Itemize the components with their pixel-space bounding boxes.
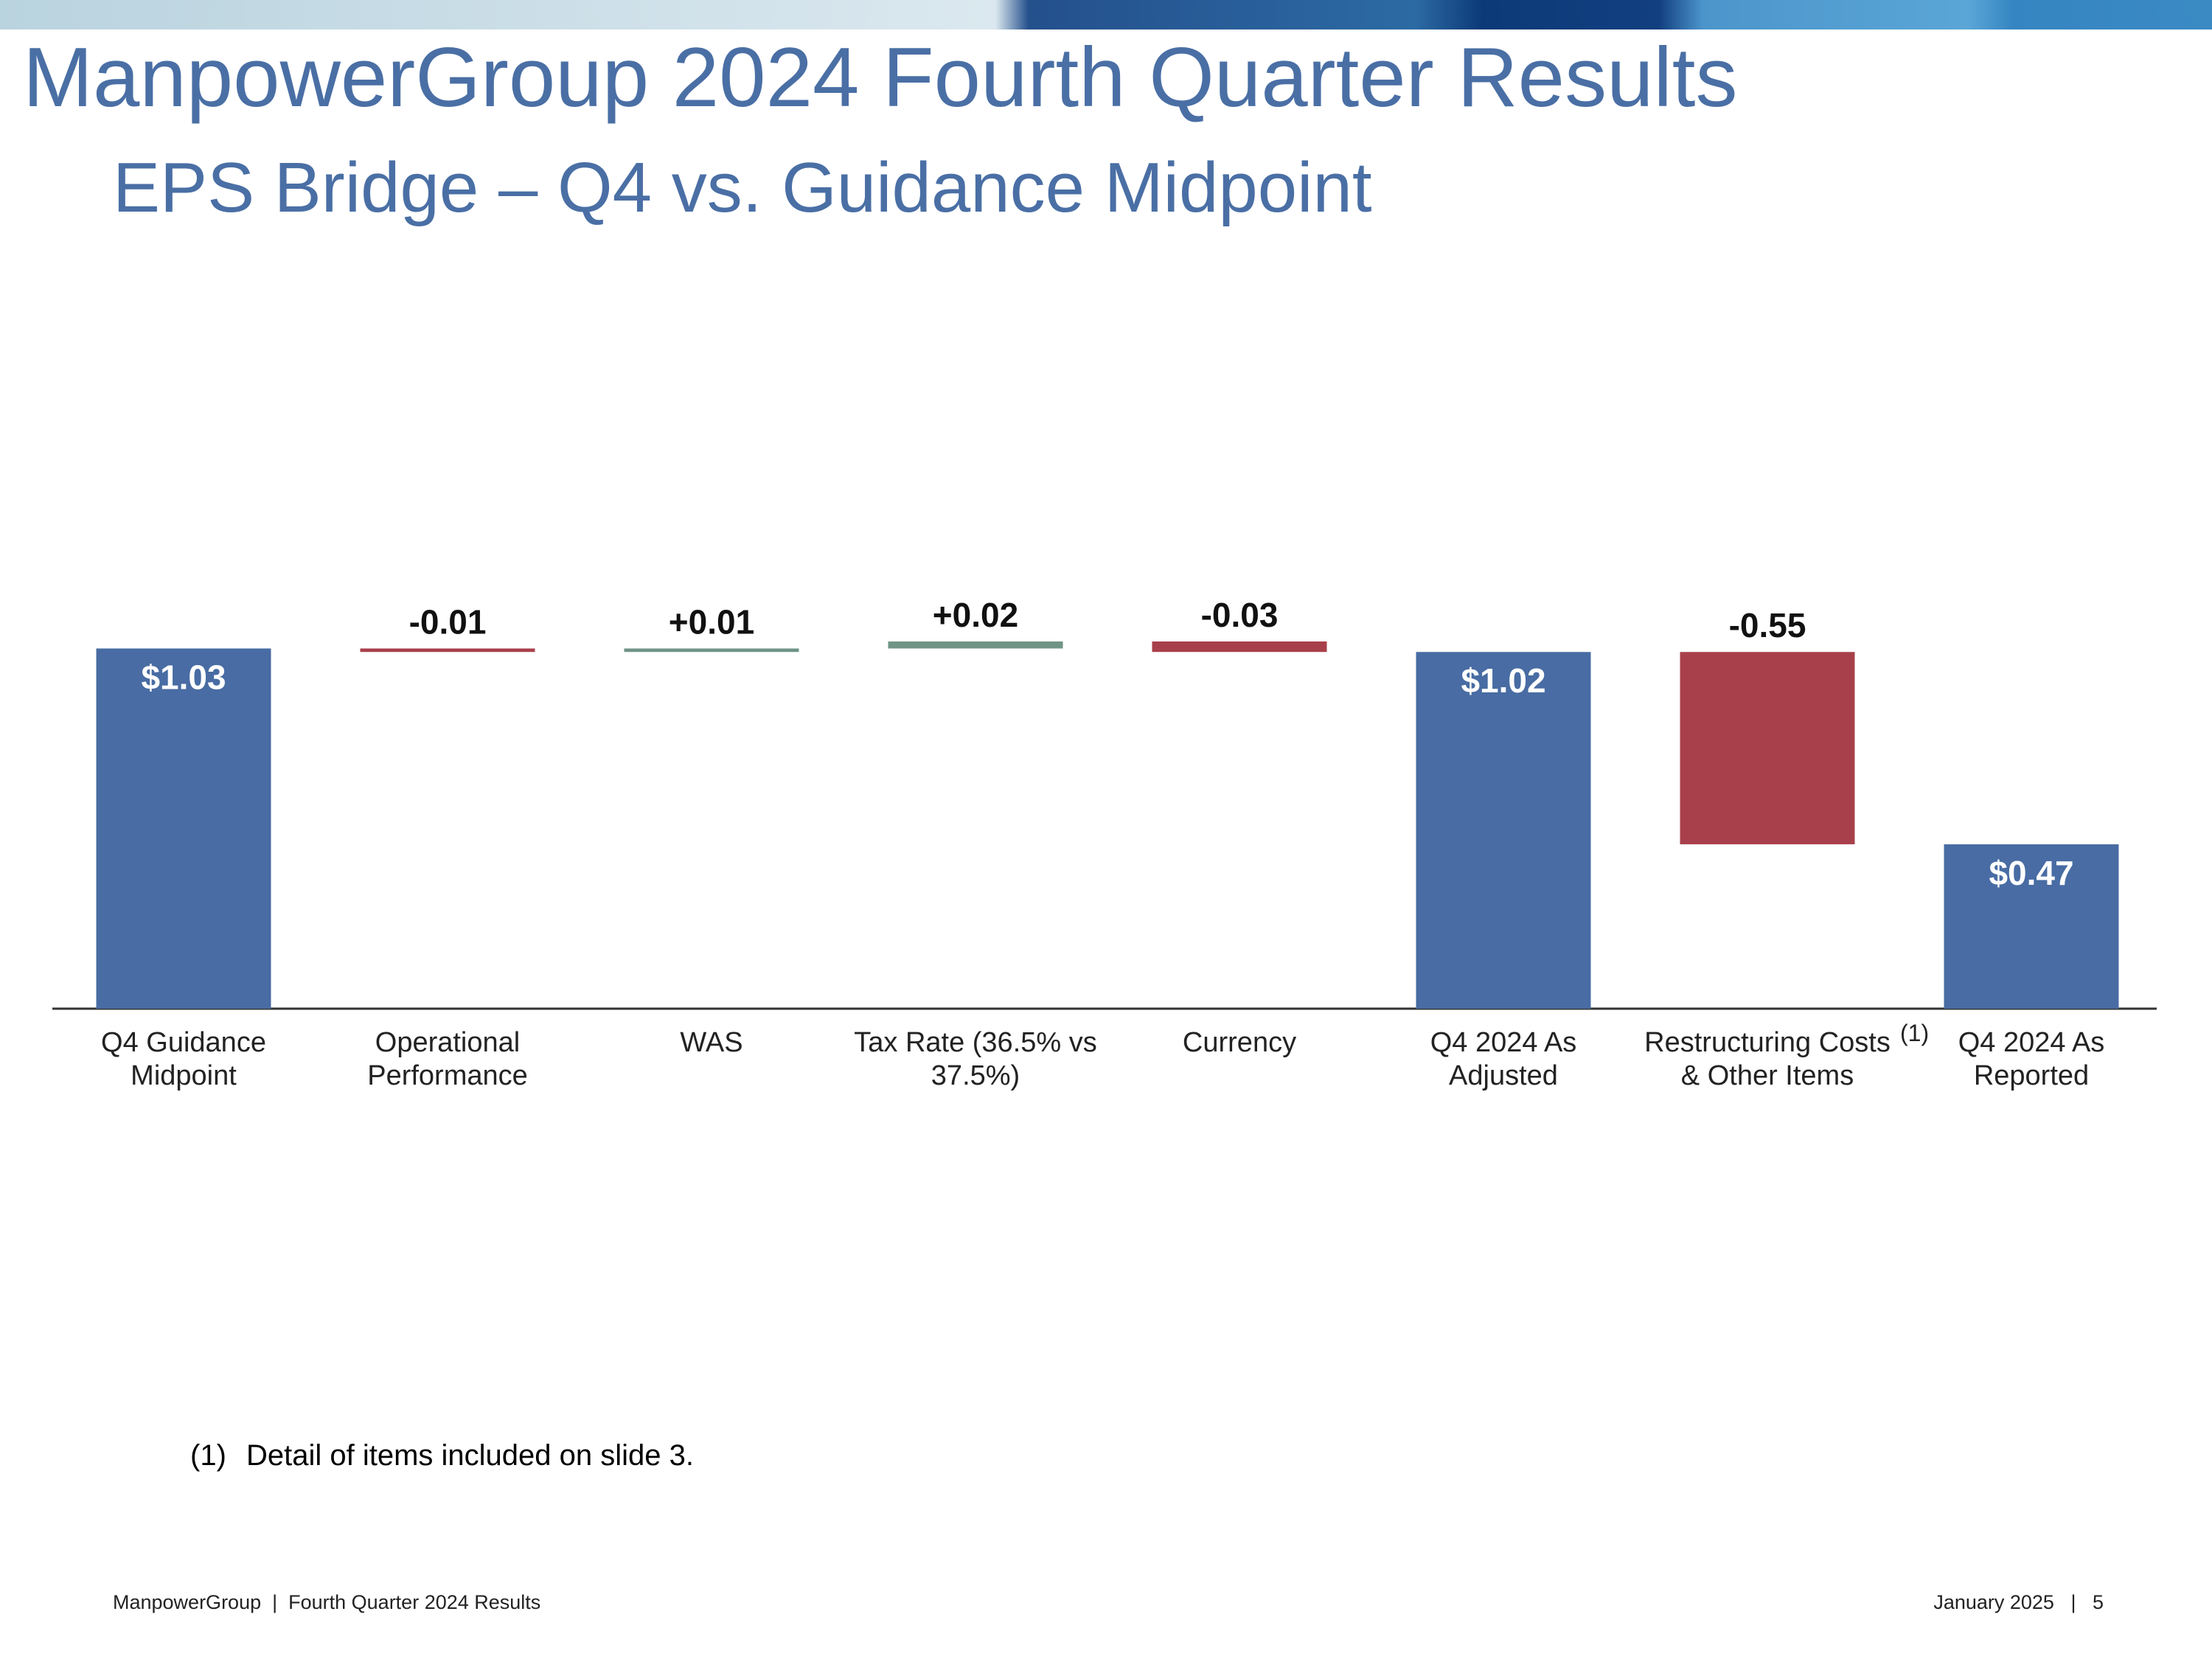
footnote-text: Detail of items included on slide 3. xyxy=(246,1439,694,1472)
category-marker: (1) xyxy=(1900,1020,1930,1046)
x-tick-label: WAS xyxy=(680,1027,743,1058)
bar xyxy=(624,648,799,653)
value-label: -0.55 xyxy=(1729,606,1806,644)
header-band xyxy=(0,0,2212,29)
x-tick-label: Q4 2024 As Reported xyxy=(1958,1027,2105,1091)
bar xyxy=(360,648,535,653)
value-label: +0.02 xyxy=(933,596,1018,634)
value-label: -0.01 xyxy=(409,602,487,641)
bar xyxy=(1680,652,1855,845)
value-label: $0.47 xyxy=(1989,854,2073,892)
x-tick-label: Q4 2024 As Adjusted xyxy=(1430,1027,1577,1091)
x-tick-label: Q4 Guidance Midpoint xyxy=(101,1027,266,1091)
bar xyxy=(1416,652,1591,1009)
x-tick-label: Restructuring Costs & Other Items xyxy=(1644,1027,1891,1091)
footer-left: ManpowerGroup | Fourth Quarter 2024 Resu… xyxy=(113,1591,541,1613)
value-label: $1.03 xyxy=(141,658,226,696)
x-tick-label: Operational Performance xyxy=(367,1027,528,1091)
value-label: +0.01 xyxy=(669,602,754,641)
title: ManpowerGroup 2024 Fourth Quarter Result… xyxy=(23,31,1738,125)
bar xyxy=(96,648,271,1009)
footnote-marker: (1) xyxy=(190,1439,226,1472)
bar xyxy=(1152,641,1327,653)
bar xyxy=(1944,844,2119,1009)
value-label: $1.02 xyxy=(1461,661,1545,700)
value-label: -0.03 xyxy=(1201,596,1279,634)
x-tick-label: Tax Rate (36.5% vs 37.5%) xyxy=(854,1027,1097,1091)
subtitle: EPS Bridge – Q4 vs. Guidance Midpoint xyxy=(113,148,1372,227)
x-tick-label: Currency xyxy=(1182,1027,1297,1058)
footer-right: January 2025 | 5 xyxy=(1933,1591,2104,1613)
bar xyxy=(888,641,1063,649)
